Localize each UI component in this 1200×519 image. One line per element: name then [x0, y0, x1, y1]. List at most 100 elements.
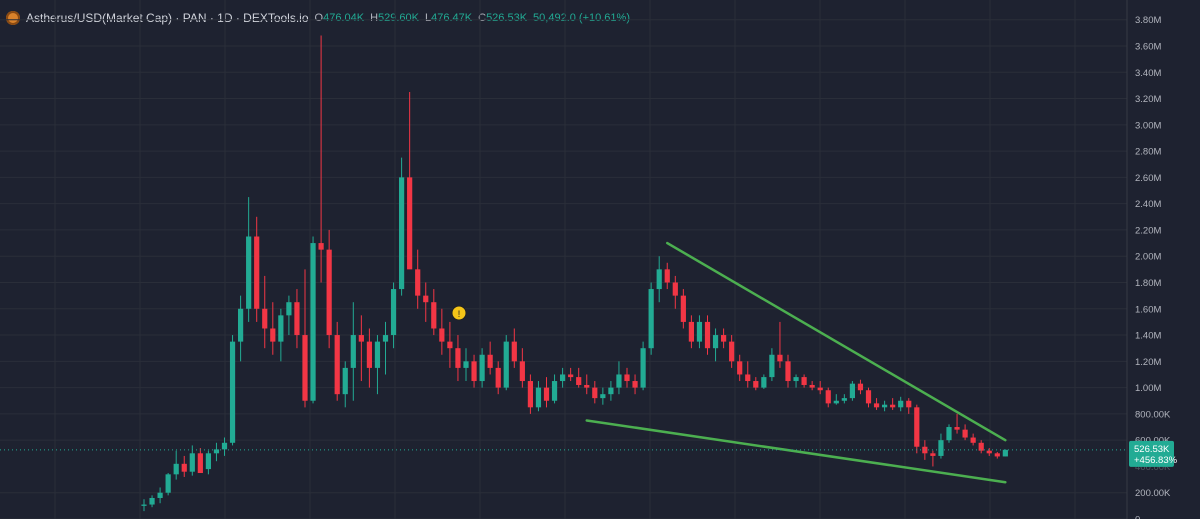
y-tick-label: 2.60M	[1135, 173, 1161, 184]
candle-body	[648, 289, 654, 349]
grid-lines	[0, 0, 1127, 519]
y-tick-label: 3.60M	[1135, 41, 1161, 52]
candle	[729, 335, 735, 368]
candle	[914, 404, 920, 454]
candle-body	[511, 341, 517, 362]
candle	[624, 367, 630, 388]
candle	[270, 302, 276, 355]
candle-body	[390, 289, 397, 336]
candle-body	[374, 341, 381, 368]
candle-body	[608, 387, 614, 395]
candle-body	[793, 377, 799, 382]
candle-body	[415, 269, 421, 296]
price-badge-value: 526.53K	[1134, 444, 1170, 455]
candle	[986, 448, 992, 456]
candle-body	[849, 383, 855, 399]
close-value: 526.53K	[486, 12, 528, 24]
candle-body	[978, 442, 984, 451]
candle-body	[527, 381, 533, 408]
candle	[616, 361, 622, 395]
symbol-title[interactable]: Astherus/USD(Market Cap) · PAN · 1D · DE…	[26, 11, 309, 25]
candle	[761, 374, 767, 389]
candle	[487, 341, 493, 375]
y-tick-label-hidden: 400.00K	[1135, 462, 1171, 473]
candle-body	[785, 361, 791, 382]
candle-body	[439, 328, 445, 342]
candle	[390, 282, 397, 349]
candle	[648, 282, 654, 355]
candle-body	[495, 367, 501, 388]
price-axis[interactable]: 0200.00K600.00K800.00K1.00M1.20M1.40M1.6…	[1126, 0, 1171, 519]
candle	[262, 275, 268, 349]
candle-body	[326, 249, 332, 336]
candle-body	[205, 453, 211, 470]
candle-body	[229, 341, 236, 443]
candle-body	[503, 341, 509, 388]
candle	[318, 35, 324, 283]
candle	[447, 321, 453, 368]
high-value: 529.60K	[378, 12, 419, 24]
candle	[407, 91, 413, 270]
candle-body	[576, 377, 582, 385]
trendline	[666, 241, 1007, 442]
candle	[535, 381, 542, 412]
candle	[785, 354, 791, 388]
candle	[165, 473, 171, 496]
candle-body	[318, 243, 324, 250]
candle	[632, 374, 638, 395]
candle-body	[342, 367, 348, 395]
candle	[793, 374, 799, 388]
candle-body	[624, 374, 630, 382]
candle	[680, 289, 686, 329]
candle-body	[560, 374, 566, 382]
candle	[560, 367, 566, 388]
candle	[173, 450, 179, 480]
candle	[753, 377, 759, 391]
candle	[576, 367, 582, 388]
candle-body	[841, 398, 847, 401]
y-tick-label: 3.40M	[1135, 68, 1161, 79]
y-tick-label: 800.00K	[1135, 409, 1171, 420]
candle-body	[882, 404, 888, 408]
y-tick-label: 1.60M	[1135, 304, 1161, 315]
candle	[415, 249, 421, 309]
candle	[568, 367, 574, 382]
event-marker-icon[interactable]: !	[451, 305, 467, 321]
candle	[777, 321, 783, 368]
candle	[970, 433, 976, 446]
candle	[294, 289, 300, 349]
candle	[238, 295, 244, 362]
candle-body	[535, 387, 542, 408]
candle-body	[672, 282, 678, 296]
candle	[197, 448, 203, 474]
candle	[455, 335, 461, 382]
candle-body	[890, 404, 896, 408]
y-tick-label: 3.00M	[1135, 120, 1161, 131]
y-tick-label: 1.40M	[1135, 331, 1161, 342]
candle-body	[1002, 449, 1008, 457]
candle	[278, 308, 284, 362]
candle-body	[286, 302, 292, 316]
candle	[745, 361, 751, 388]
candle	[229, 335, 236, 446]
candle	[994, 451, 1000, 459]
candle	[374, 335, 381, 395]
candle-body	[551, 381, 558, 401]
candle	[527, 374, 533, 414]
low-value: 476.47K	[431, 12, 473, 24]
candle	[890, 398, 896, 410]
candle	[865, 387, 872, 408]
candle-body	[487, 354, 493, 368]
change-value: 50,492.0 (+10.61%)	[533, 12, 630, 24]
candle-body	[809, 384, 815, 388]
candle-body	[463, 361, 469, 368]
candle	[350, 302, 356, 401]
candle-body	[543, 387, 550, 401]
candle-body	[479, 354, 485, 382]
close-label: C	[478, 12, 487, 24]
candle-body	[447, 341, 453, 349]
candle	[672, 275, 678, 309]
candle-body	[946, 427, 952, 441]
candle	[205, 450, 211, 475]
